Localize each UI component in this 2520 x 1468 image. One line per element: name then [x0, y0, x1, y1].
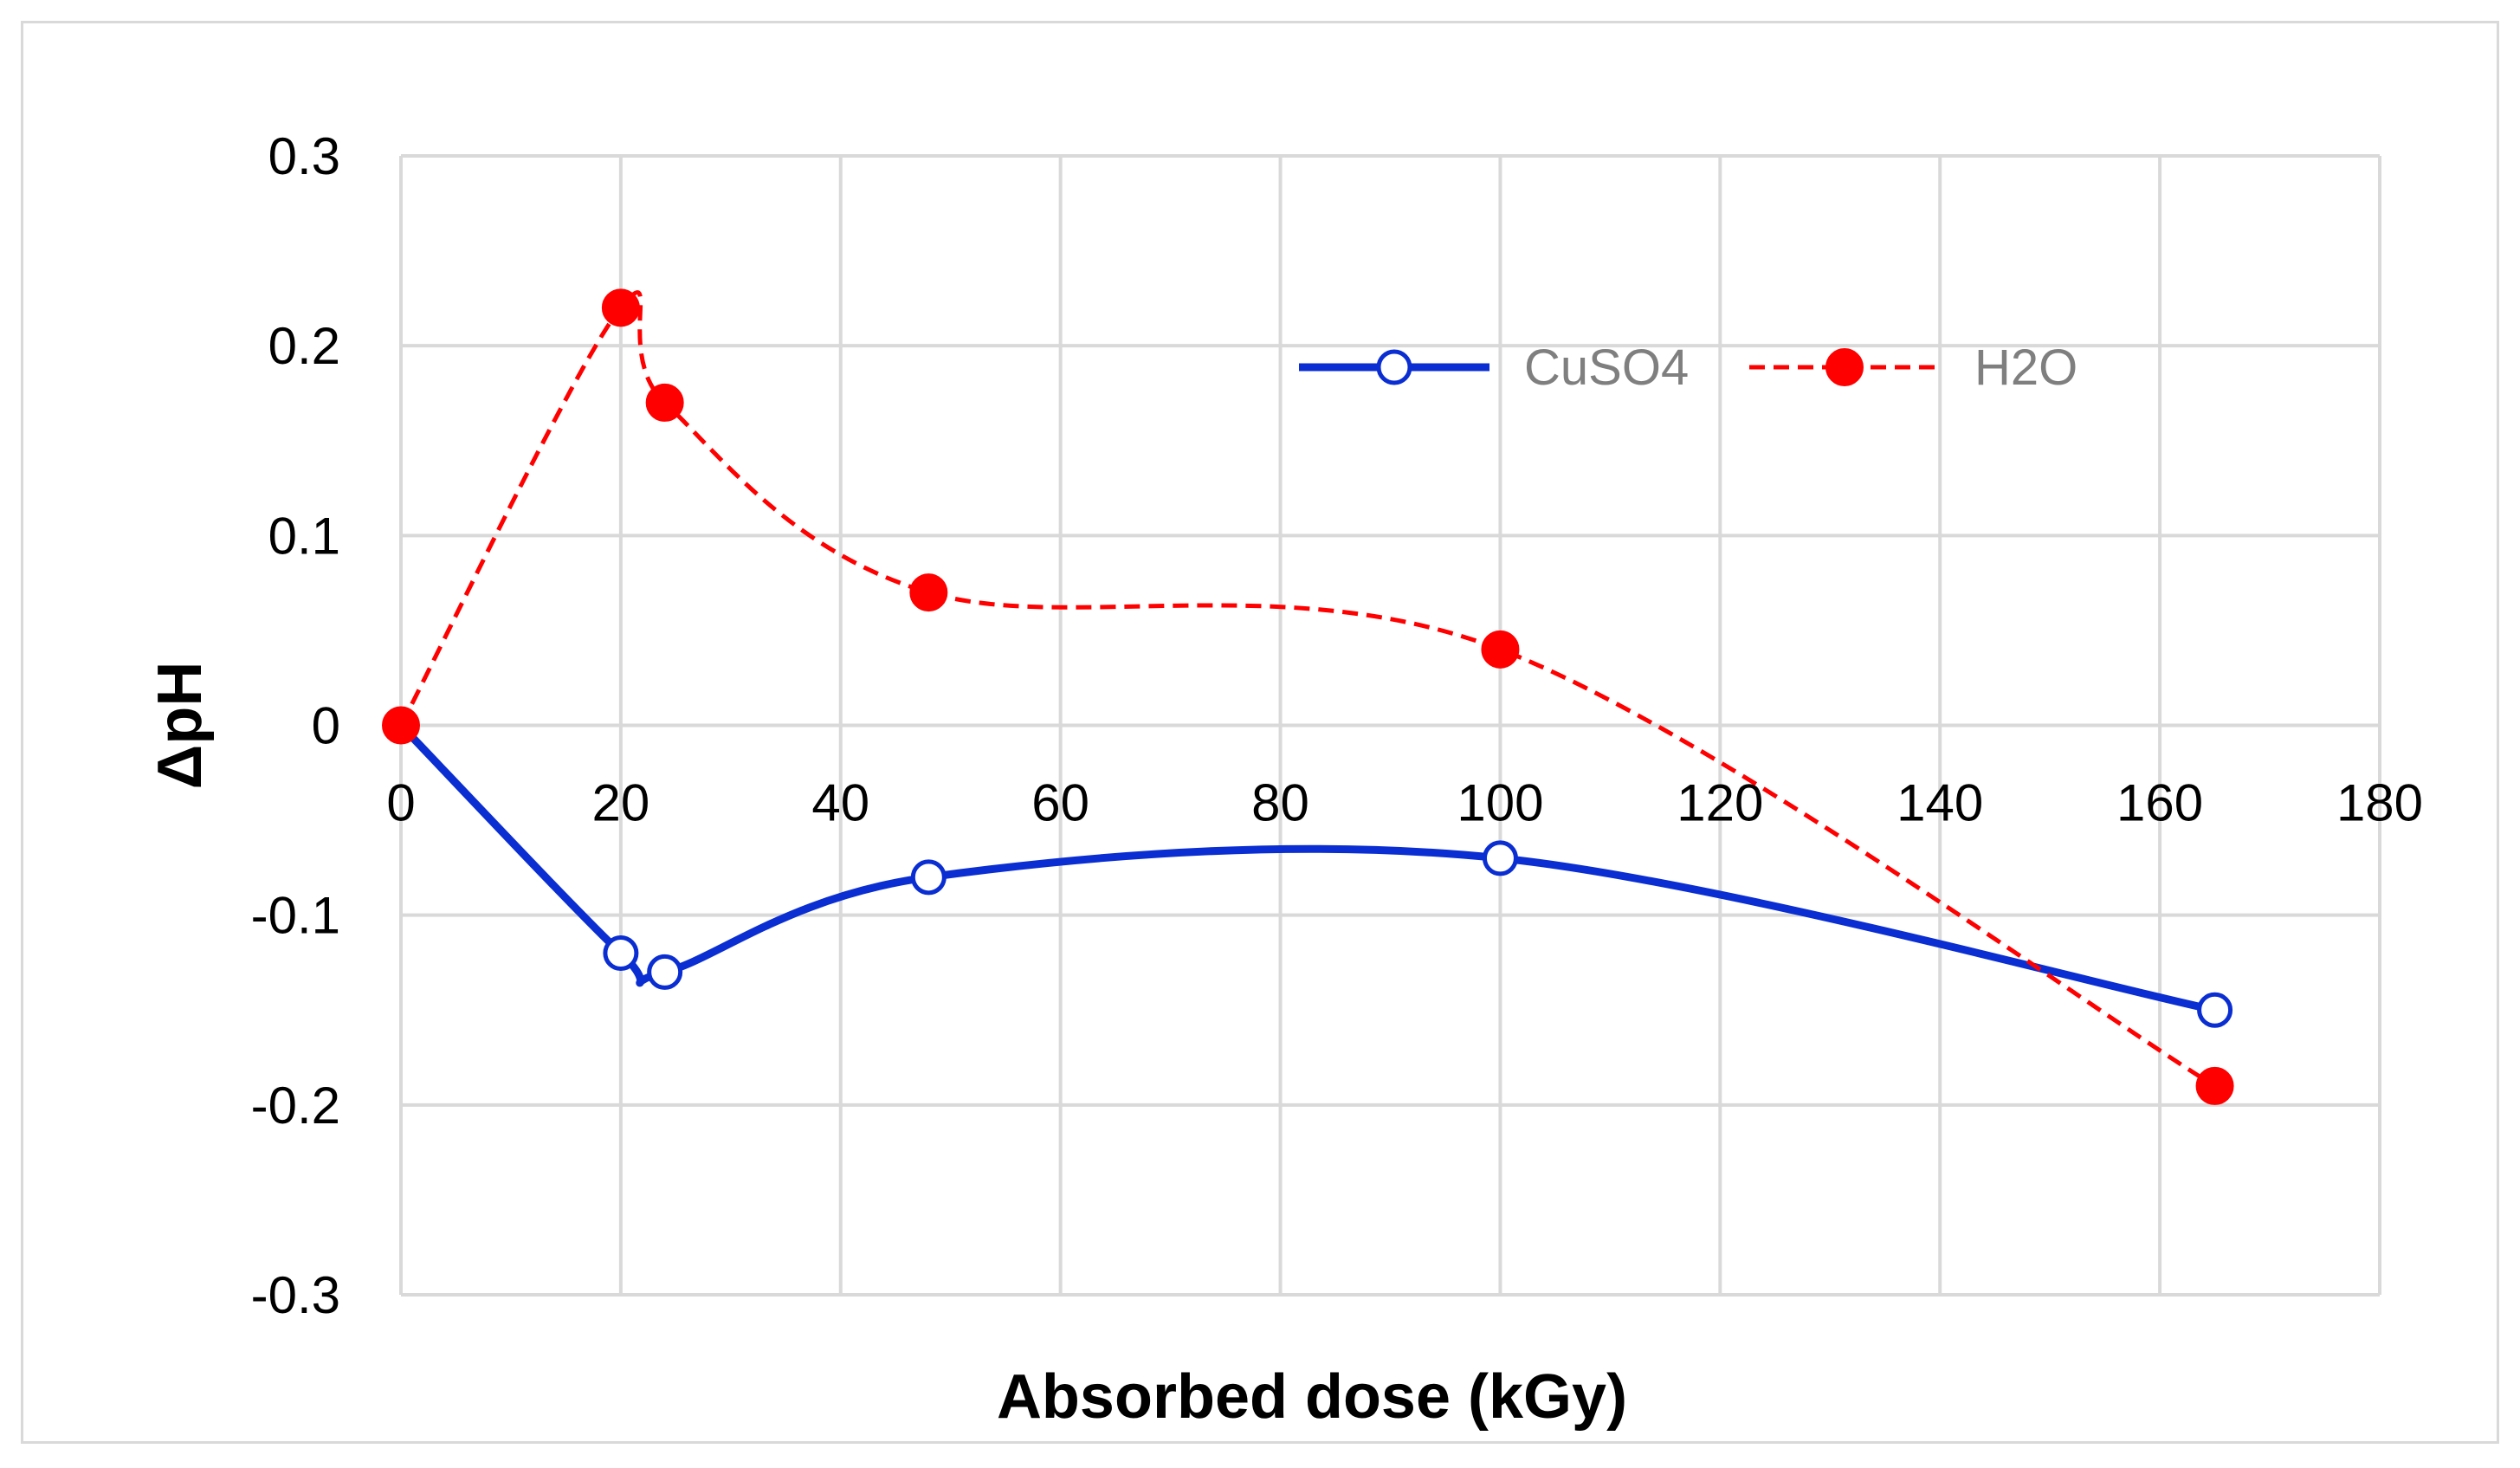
data-point-h2o-20 [601, 288, 640, 327]
x-tick-label: 40 [811, 774, 869, 832]
x-tick-label: 140 [1896, 774, 1983, 832]
legend-item-cuso4: CuSO4 [1299, 340, 1689, 396]
x-tick-labels: 0 20 40 60 80 100 120 140 160 180 [386, 774, 2423, 832]
y-tick-label: 0.1 [268, 507, 340, 565]
horizontal-gridlines [401, 154, 2380, 1297]
legend: CuSO4 H2O [1299, 340, 2077, 396]
x-axis-title: Absorbed dose (kGy) [997, 1362, 1627, 1432]
data-point-h2o-24 [645, 383, 684, 422]
y-axis-title: ΔpH [145, 662, 215, 790]
y-tick-label: -0.2 [251, 1077, 340, 1135]
data-point-cuso4-24 [647, 954, 683, 990]
y-tick-label: 0 [312, 697, 340, 755]
y-tick-label: 0.3 [268, 127, 340, 185]
x-tick-label: 60 [1031, 774, 1089, 832]
y-tick-label: -0.1 [251, 887, 340, 945]
series-points [382, 288, 2234, 1105]
legend-marker-cuso4 [1376, 349, 1412, 385]
chart-frame [21, 21, 2499, 1444]
y-tick-label: 0.2 [268, 317, 340, 375]
legend-item-h2o: H2O [1749, 340, 2077, 396]
x-tick-label: 0 [386, 774, 415, 832]
data-point-cuso4-100 [1482, 840, 1518, 876]
data-point-cuso4-48 [910, 859, 947, 896]
legend-marker-h2o [1825, 348, 1864, 386]
series-line-h2o [398, 290, 2216, 1089]
x-tick-label: 80 [1251, 774, 1309, 832]
data-point-h2o-48 [909, 573, 948, 612]
data-point-h2o-100 [1481, 630, 1520, 669]
data-point-h2o-0 [382, 706, 420, 745]
data-point-cuso4-165 [2197, 992, 2233, 1028]
y-tick-labels: 0.3 0.2 0.1 0 -0.1 -0.2 -0.3 [251, 127, 340, 1324]
y-tick-label: -0.3 [251, 1266, 340, 1324]
x-tick-label: 100 [1457, 774, 1543, 832]
data-point-cuso4-20 [603, 935, 639, 971]
x-tick-label: 180 [2336, 774, 2423, 832]
x-tick-label: 160 [2116, 774, 2203, 832]
x-tick-label: 20 [592, 774, 650, 832]
x-tick-label: 120 [1677, 774, 1763, 832]
legend-label-h2o: H2O [1974, 340, 2077, 396]
data-point-h2o-165 [2195, 1066, 2234, 1105]
legend-label-cuso4: CuSO4 [1524, 340, 1689, 396]
